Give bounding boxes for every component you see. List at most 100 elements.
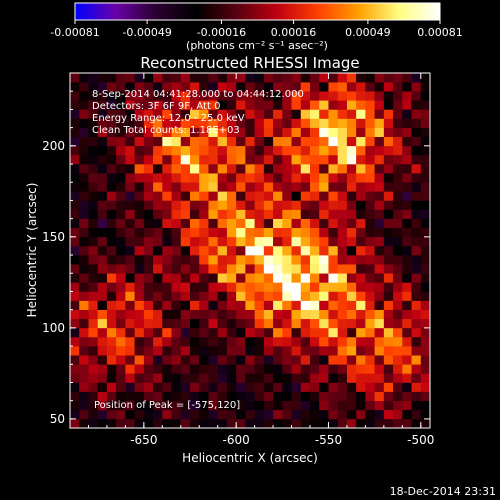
heatmap-cell [393,91,403,101]
heatmap-cell [79,200,89,210]
heatmap-cell [125,164,135,174]
heatmap-cell [263,200,274,210]
heatmap-cell [162,200,172,210]
heatmap-cell [365,109,375,119]
heatmap-cell [236,73,246,83]
heatmap-cell [97,364,108,374]
heatmap-cell [383,236,394,247]
heatmap-cell [300,145,311,156]
heatmap-cell [106,336,117,347]
heatmap-cell [226,154,237,165]
heatmap-cell [97,318,108,329]
heatmap-cell [374,336,385,347]
heatmap-cell [420,327,430,338]
heatmap-cell [337,273,348,283]
heatmap-cell [171,91,182,101]
heatmap-cell [254,218,265,229]
heatmap-cell [190,127,200,138]
heatmap-cell [190,236,200,247]
heatmap-cell [226,336,237,347]
heatmap-cell [134,218,145,229]
heatmap-cell [393,291,403,301]
heatmap-cell [79,291,89,301]
heatmap-cell [97,236,108,247]
heatmap-cell [226,109,237,119]
heatmap-cell [97,209,108,219]
heatmap-cell [217,255,228,265]
heatmap-cell [208,154,218,165]
heatmap-cell [300,118,311,128]
heatmap-cell [208,173,218,183]
heatmap-cell [153,391,163,401]
heatmap-cell [356,245,366,256]
heatmap-cell [300,200,311,210]
heatmap-cell [411,309,422,320]
heatmap-cell [346,273,357,283]
heatmap-cell [88,82,98,92]
heatmap-cell [420,300,430,310]
heatmap-cell [88,109,98,119]
heatmap-cell [263,336,274,347]
heatmap-cell [245,373,255,383]
heatmap-cell [346,109,357,119]
heatmap-cell [116,264,126,274]
heatmap-cell [106,255,117,265]
heatmap-cell [79,282,89,292]
heatmap-cell [402,418,412,428]
heatmap-cell [282,227,292,238]
heatmap-cell [236,418,246,428]
heatmap-cell [402,282,412,292]
heatmap-cell [383,73,394,83]
heatmap-cell [97,145,108,156]
heatmap-cell [171,291,182,301]
heatmap-cell [125,309,135,320]
heatmap-cell [291,273,302,283]
heatmap-cell [88,145,98,156]
heatmap-cell [116,173,126,183]
heatmap-cell [337,400,348,411]
heatmap-cell [263,154,274,165]
heatmap-cell [420,391,430,401]
heatmap-cell [97,273,108,283]
heatmap-cell [346,309,357,320]
heatmap-cell [374,273,385,283]
heatmap-cell [180,264,191,274]
heatmap-cell [236,127,246,138]
heatmap-cell [171,255,182,265]
heatmap-cell [402,309,412,320]
heatmap-cell [106,200,117,210]
heatmap-cell [337,73,348,83]
heatmap-cell [171,191,182,201]
heatmap-cell [116,346,126,356]
heatmap-cell [171,227,182,238]
heatmap-cell [143,82,154,92]
heatmap-cell [134,255,145,265]
heatmap-cell [125,91,135,101]
heatmap-cell [291,136,302,147]
heatmap-cell [70,227,80,238]
heatmap-cell [319,400,329,411]
heatmap-cell [171,200,182,210]
heatmap-cell [171,391,182,401]
heatmap-cell [282,73,292,83]
heatmap-cell [88,200,98,210]
heatmap-cell [402,209,412,219]
heatmap-cell [116,391,126,401]
heatmap-cell [291,364,302,374]
heatmap-cell [254,364,265,374]
heatmap-cell [245,318,255,329]
heatmap-cell [226,127,237,138]
heatmap-cell [106,154,117,165]
heatmap-cell [125,136,135,147]
heatmap-cell [273,164,283,174]
heatmap-cell [88,127,98,138]
heatmap-cell [217,73,228,83]
heatmap-cell [263,227,274,238]
heatmap-cell [134,327,145,338]
heatmap-cell [420,109,430,119]
heatmap-cell [337,236,348,247]
heatmap-cell [374,227,385,238]
heatmap-cell [420,282,430,292]
heatmap-cell [245,182,255,192]
